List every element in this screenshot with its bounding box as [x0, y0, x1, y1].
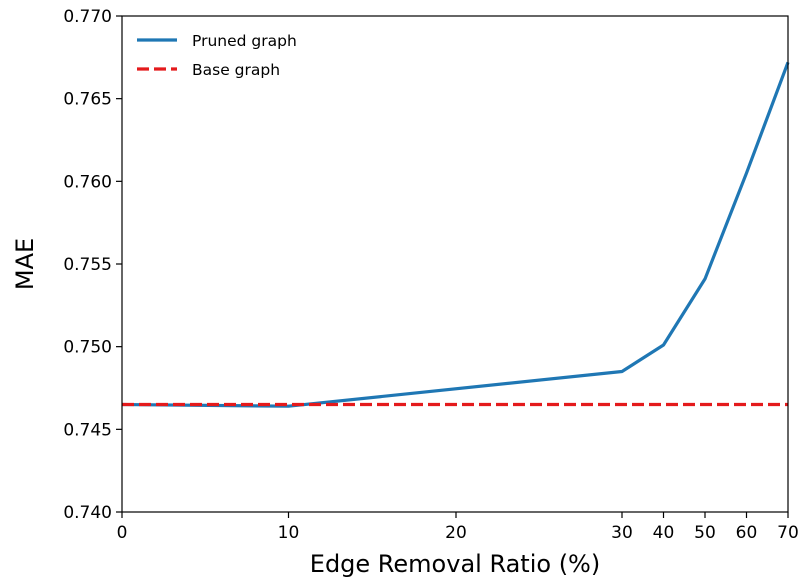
x-tick-label: 30	[611, 523, 633, 543]
x-tick-label: 60	[736, 523, 758, 543]
x-tick-label: 0	[117, 523, 128, 543]
y-tick-label: 0.745	[63, 420, 112, 440]
plot-background	[122, 16, 788, 512]
legend-label-pruned-graph: Pruned graph	[192, 32, 297, 50]
y-tick-label: 0.755	[63, 255, 112, 275]
legend: Pruned graph Base graph	[137, 32, 297, 79]
legend-label-base-graph: Base graph	[192, 61, 280, 79]
y-tick-label: 0.770	[63, 7, 112, 27]
plot-area	[122, 16, 788, 512]
y-tick-label: 0.760	[63, 172, 112, 192]
series-line-pruned-graph	[121, 61, 790, 408]
x-tick-label: 20	[445, 523, 467, 543]
x-tick-label: 50	[694, 523, 716, 543]
x-tick-label: 40	[653, 523, 675, 543]
x-axis-label: Edge Removal Ratio (%)	[310, 550, 600, 578]
ticks-layer: 0 10 20 30 40 50 60 70 0.740 0.745 0.750 0.755 0.760…	[63, 7, 798, 543]
x-tick-label: 70	[777, 523, 799, 543]
y-tick-label: 0.740	[63, 503, 112, 523]
series-layer	[121, 61, 790, 408]
x-tick-label: 10	[278, 523, 300, 543]
y-tick-label: 0.765	[63, 90, 112, 110]
y-tick-label: 0.750	[63, 338, 112, 358]
y-axis-label: MAE	[11, 238, 39, 290]
